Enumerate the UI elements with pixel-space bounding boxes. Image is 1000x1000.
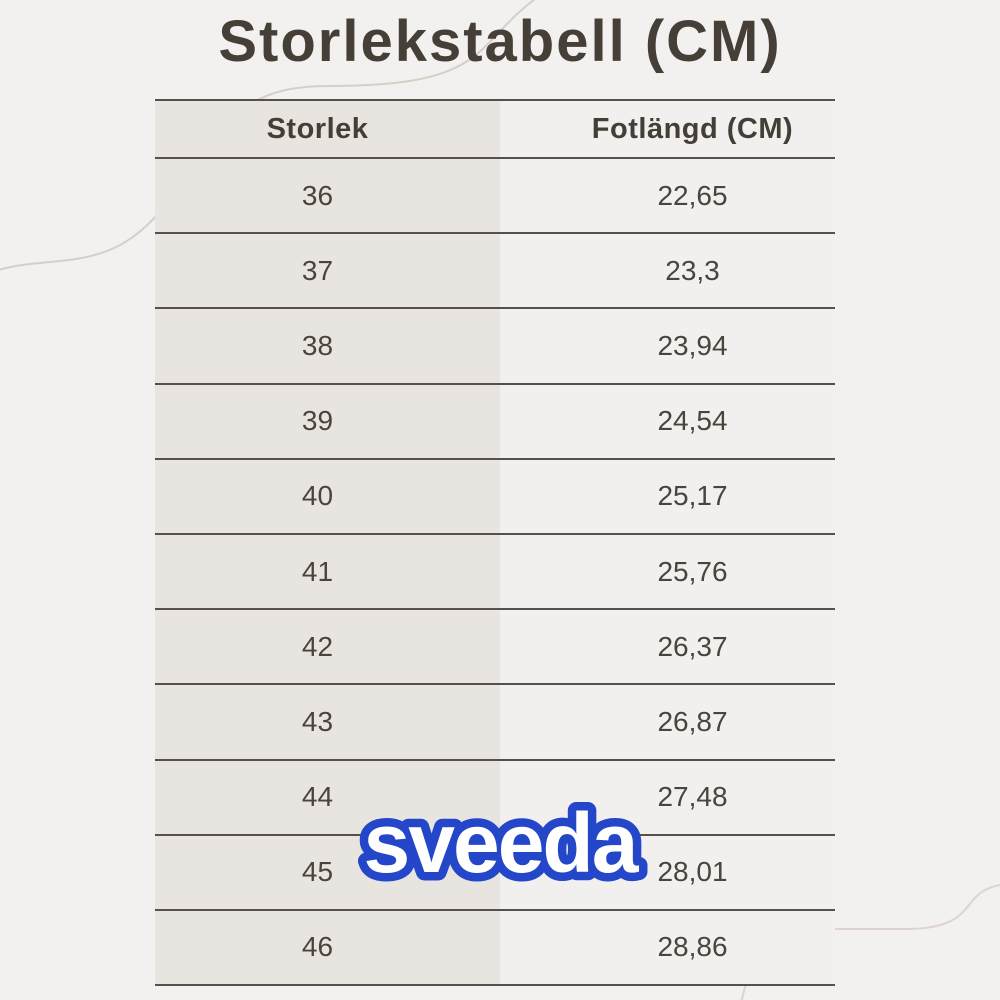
- footlength-value: 23,3: [665, 254, 720, 286]
- size-value: 36: [301, 179, 334, 211]
- footlength-value: 26,87: [657, 705, 728, 737]
- header-cell-storlek: Storlek: [155, 101, 500, 157]
- footlength-value: 28,01: [657, 856, 728, 888]
- brand-logo-text: sveeda: [364, 796, 640, 890]
- size-value: 43: [301, 705, 334, 737]
- size-cell: 37: [155, 234, 500, 308]
- footlength-cell: 25,76: [500, 534, 835, 609]
- footlength-cell: 25,17: [500, 459, 835, 533]
- table-row: 38 23,94: [155, 309, 835, 385]
- size-cell: 39: [155, 384, 500, 458]
- size-table-body: 36 22,65 37 23,3 38 23,94 39 24,54 40: [155, 159, 835, 985]
- footlength-value: 25,17: [657, 480, 728, 512]
- header-label-fotlangd: Fotlängd (CM): [591, 112, 794, 145]
- footlength-cell: 26,37: [500, 610, 835, 684]
- footlength-value: 28,86: [657, 931, 728, 963]
- size-cell: 38: [155, 309, 500, 383]
- table-header-row: Storlek Fotlängd (CM): [155, 101, 835, 159]
- table-row: 46 28,86: [155, 910, 835, 985]
- size-cell: 45: [155, 835, 500, 909]
- brand-logo: sveeda: [355, 788, 650, 899]
- size-cell: 43: [155, 685, 500, 759]
- footlength-cell: 27,48: [500, 760, 835, 834]
- footlength-cell: 23,94: [500, 309, 835, 383]
- size-value: 38: [301, 329, 334, 361]
- size-value: 45: [301, 856, 334, 888]
- footlength-cell: 23,3: [500, 234, 835, 308]
- size-value: 37: [301, 254, 334, 286]
- table-row: 37 23,3: [155, 234, 835, 310]
- size-cell: 36: [155, 159, 500, 233]
- footlength-cell: 28,86: [500, 910, 835, 985]
- footlength-value: 26,37: [657, 630, 728, 662]
- table-row: 45 28,01: [155, 835, 835, 911]
- size-cell: 40: [155, 459, 500, 533]
- header-cell-fotlangd: Fotlängd (CM): [500, 101, 835, 157]
- footlength-value: 24,54: [657, 405, 728, 437]
- size-cell: 44: [155, 760, 500, 834]
- page-title: Storlekstabell (CM): [218, 9, 782, 74]
- footlength-value: 23,94: [657, 329, 728, 361]
- footlength-value: 22,65: [657, 179, 728, 211]
- size-table: Storlek Fotlängd (CM) 36 22,65 37 23,3 3…: [155, 99, 835, 987]
- size-cell: 42: [155, 610, 500, 684]
- table-row: 41 25,76: [155, 534, 835, 611]
- size-value: 41: [301, 555, 334, 587]
- table-row: 39 24,54: [155, 384, 835, 460]
- table-row: 43 26,87: [155, 685, 835, 761]
- table-row: 42 26,37: [155, 610, 835, 686]
- table-row: 40 25,17: [155, 459, 835, 535]
- size-value: 46: [301, 931, 334, 963]
- footlength-value: 25,76: [657, 555, 728, 587]
- size-cell: 46: [155, 910, 500, 985]
- footlength-value: 27,48: [657, 781, 728, 813]
- footlength-cell: 22,65: [500, 159, 835, 233]
- size-cell: 41: [155, 534, 500, 609]
- footlength-cell: 24,54: [500, 384, 835, 458]
- size-value: 39: [301, 405, 334, 437]
- footlength-cell: 26,87: [500, 685, 835, 759]
- table-row: 44 27,48: [155, 760, 835, 836]
- header-label-storlek: Storlek: [266, 112, 369, 145]
- size-value: 40: [301, 480, 334, 512]
- footlength-cell: 28,01: [500, 835, 835, 909]
- table-row: 36 22,65: [155, 159, 835, 235]
- size-value: 42: [301, 630, 334, 662]
- size-value: 44: [301, 781, 334, 813]
